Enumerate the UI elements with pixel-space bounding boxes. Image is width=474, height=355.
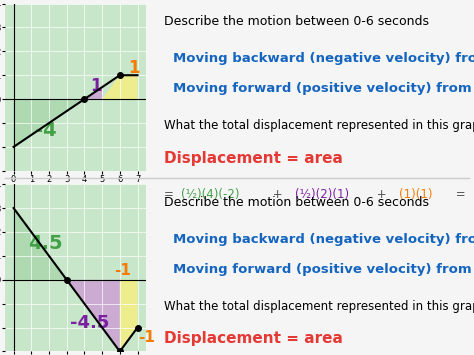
Text: Displacement = area: Displacement = area (164, 151, 343, 166)
Polygon shape (67, 280, 120, 351)
Text: (½)(4)(-2): (½)(4)(-2) (182, 187, 240, 201)
Text: Moving forward (positive velocity) from 4-6 s: Moving forward (positive velocity) from … (173, 82, 474, 95)
Text: Displacement = area: Displacement = area (164, 331, 343, 346)
Text: 1: 1 (90, 77, 101, 95)
Polygon shape (102, 75, 137, 99)
Text: What the total displacement represented in this graph?: What the total displacement represented … (164, 300, 474, 313)
Polygon shape (84, 87, 102, 99)
Text: (1)(1): (1)(1) (400, 187, 433, 201)
Text: -4.5: -4.5 (70, 314, 109, 332)
Text: -1: -1 (115, 263, 131, 278)
Text: +: + (374, 187, 391, 201)
Text: 1: 1 (128, 59, 140, 77)
Text: Moving backward (negative velocity) from 0-4 s: Moving backward (negative velocity) from… (173, 52, 474, 65)
Text: =: = (164, 187, 178, 201)
Text: =: = (452, 187, 469, 201)
Text: +: + (269, 187, 286, 201)
Text: Moving forward (positive velocity) from 4-6 s: Moving forward (positive velocity) from … (173, 263, 474, 276)
Text: -1: -1 (138, 329, 155, 345)
Text: -4: -4 (35, 121, 56, 140)
Text: Moving backward (negative velocity) from 0-4 s: Moving backward (negative velocity) from… (173, 233, 474, 246)
Polygon shape (120, 280, 137, 351)
Polygon shape (14, 99, 84, 147)
Text: Describe the motion between 0-6 seconds: Describe the motion between 0-6 seconds (164, 196, 429, 209)
Polygon shape (14, 208, 67, 280)
Text: (½)(2)(1): (½)(2)(1) (295, 187, 349, 201)
X-axis label: Time (s): Time (s) (55, 185, 95, 195)
Text: 4.5: 4.5 (28, 234, 63, 253)
Text: What the total displacement represented in this graph?: What the total displacement represented … (164, 119, 474, 132)
Text: Describe the motion between 0-6 seconds: Describe the motion between 0-6 seconds (164, 15, 429, 28)
